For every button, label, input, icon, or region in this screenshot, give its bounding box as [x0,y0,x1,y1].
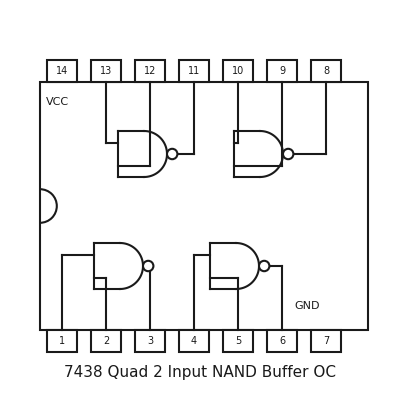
Circle shape [283,149,293,159]
Bar [135,60,165,82]
Text: 11: 11 [188,66,200,76]
Bar [91,330,121,352]
Bar [47,60,77,82]
Bar [311,330,341,352]
Text: 8: 8 [323,66,329,76]
Text: 10: 10 [232,66,244,76]
Bar [267,60,297,82]
Bar [223,330,253,352]
Text: 6: 6 [279,336,285,346]
Text: VCC: VCC [46,97,69,107]
Text: 13: 13 [100,66,112,76]
Text: 2: 2 [103,336,109,346]
Bar [179,60,209,82]
Text: 12: 12 [144,66,156,76]
Circle shape [259,261,269,271]
Text: 1: 1 [59,336,65,346]
Text: 7438 Quad 2 Input NAND Buffer OC: 7438 Quad 2 Input NAND Buffer OC [64,364,336,380]
Bar [311,60,341,82]
Bar [223,60,253,82]
Bar [267,330,297,352]
Text: 14: 14 [56,66,68,76]
Text: 4: 4 [191,336,197,346]
Bar [91,60,121,82]
Bar [40,82,368,330]
Bar [47,330,77,352]
Text: 7: 7 [323,336,329,346]
Circle shape [167,149,177,159]
Text: 9: 9 [279,66,285,76]
Text: GND: GND [294,301,320,311]
Text: 5: 5 [235,336,241,346]
Circle shape [143,261,153,271]
Bar [135,330,165,352]
Text: 3: 3 [147,336,153,346]
Bar [179,330,209,352]
